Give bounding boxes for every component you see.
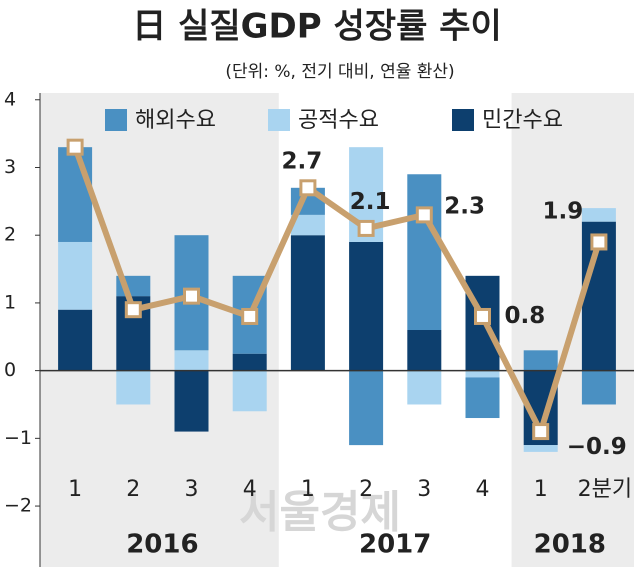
bar: [581, 370, 616, 405]
data-label: 2.1: [350, 189, 391, 215]
line-marker: [415, 206, 433, 224]
bar: [581, 208, 616, 222]
legend-swatch: [268, 109, 290, 131]
bar: [407, 370, 442, 405]
bar: [290, 235, 325, 371]
y-tick-label: 0: [4, 359, 16, 381]
bar: [232, 353, 267, 371]
bar: [232, 370, 267, 412]
chart-subtitle: (단위: %, 전기 대비, 연율 환산): [225, 62, 454, 82]
legend-label: 해외수요: [135, 108, 216, 133]
line-marker: [241, 307, 259, 325]
group-label: 2017: [359, 530, 431, 560]
x-tick-label: 1: [68, 477, 82, 502]
x-tick-label: 4: [476, 477, 490, 502]
bar: [58, 309, 93, 371]
bar: [174, 370, 209, 432]
bar: [174, 350, 209, 371]
chart-title: 日 실질GDP 성장률 추이: [132, 7, 502, 47]
bar: [465, 370, 500, 378]
legend-swatch: [105, 109, 127, 131]
x-tick-label: 2분기: [578, 477, 632, 502]
bar: [58, 147, 93, 242]
y-tick-label: 4: [4, 88, 16, 110]
y-tick-label: 3: [4, 156, 16, 178]
x-tick-label: 3: [417, 477, 431, 502]
y-tick-label: 2: [4, 224, 16, 246]
line-marker: [474, 307, 491, 325]
y-tick-label: 1: [4, 291, 16, 313]
bar: [465, 377, 500, 419]
x-tick-label: 1: [534, 477, 548, 502]
line-marker: [532, 423, 550, 441]
bar: [407, 174, 442, 330]
x-tick-label: 1: [301, 477, 315, 502]
data-label: 2.7: [282, 148, 323, 174]
bar: [349, 241, 384, 371]
data-label: −0.9: [567, 434, 627, 460]
x-tick-label: 4: [243, 477, 257, 502]
group-label: 2018: [534, 530, 606, 560]
legend-swatch: [452, 109, 474, 131]
bar: [523, 445, 558, 452]
bar: [116, 370, 151, 405]
line-marker: [590, 233, 608, 251]
y-tick-label: −1: [4, 427, 32, 449]
line-marker: [66, 138, 84, 156]
x-tick-label: 3: [185, 477, 199, 502]
legend-label: 민간수요: [482, 108, 563, 133]
bar: [407, 330, 442, 371]
data-label: 2.3: [444, 193, 485, 219]
bar: [290, 214, 325, 236]
line-marker: [183, 287, 200, 305]
bar: [58, 241, 93, 310]
line-marker: [299, 179, 317, 197]
bar: [349, 370, 384, 446]
y-tick-label: −2: [4, 495, 32, 517]
line-marker: [357, 219, 375, 237]
legend-label: 공적수요: [298, 108, 379, 133]
watermark: 서울경제: [239, 487, 401, 538]
x-tick-label: 2: [359, 477, 373, 502]
data-label: 0.8: [505, 303, 546, 329]
line-series: [72, 146, 602, 435]
bar: [523, 350, 558, 371]
data-label: 1.9: [543, 198, 584, 224]
group-label: 2016: [126, 530, 198, 560]
line-marker: [124, 301, 142, 319]
x-tick-label: 2: [126, 477, 140, 502]
